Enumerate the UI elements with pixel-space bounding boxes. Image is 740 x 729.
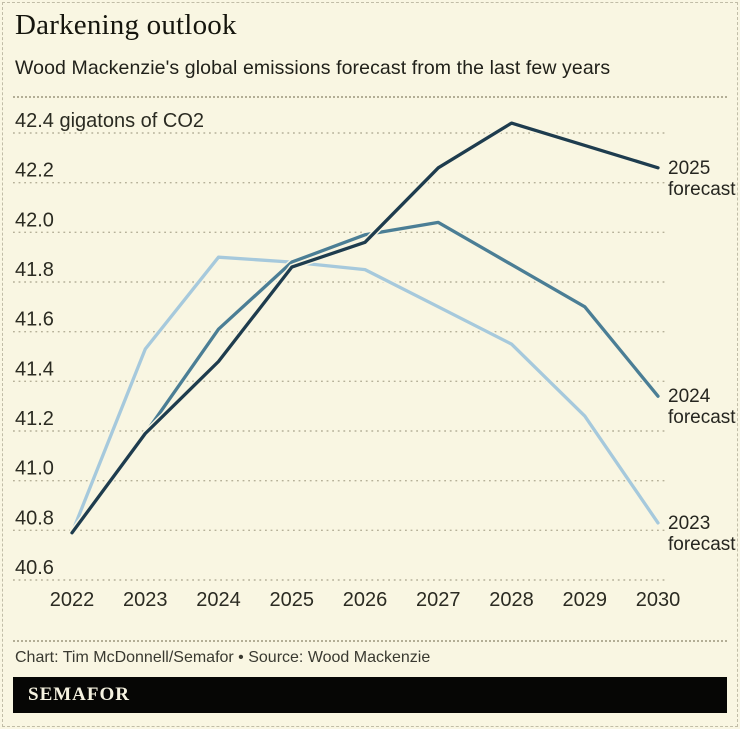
y-tick-label: 41.6 — [15, 309, 54, 331]
x-tick-label: 2029 — [563, 589, 608, 611]
page-title: Darkening outlook — [15, 9, 237, 41]
y-tick-label: 40.6 — [15, 557, 54, 579]
series-label-line: 2025 — [668, 157, 711, 179]
y-tick-label: 41.0 — [15, 458, 54, 480]
series-label-line: forecast — [668, 178, 736, 200]
x-tick-label: 2028 — [489, 589, 534, 611]
series-line-2023-forecast — [70, 255, 660, 535]
y-tick-label: 41.4 — [15, 358, 54, 380]
series-line-2024-forecast — [70, 220, 660, 535]
separator-bottom — [13, 640, 727, 642]
series-line-2025-forecast — [70, 121, 660, 535]
separator-top — [13, 96, 727, 98]
brand-logo: SEMAFOR — [28, 684, 130, 705]
x-tick-label: 2026 — [343, 589, 388, 611]
x-tick-label: 2022 — [50, 589, 95, 611]
brand-bar: SEMAFOR — [13, 677, 727, 713]
series-label-line: 2024 — [668, 386, 711, 408]
series-label-2023-forecast: 2023 forecast — [668, 513, 736, 555]
series-label-line: forecast — [668, 407, 736, 429]
y-tick-label: 41.2 — [15, 408, 54, 430]
y-tick-label: 41.8 — [15, 259, 54, 281]
series-label-line: forecast — [668, 533, 736, 555]
credit-line: Chart: Tim McDonnell/Semafor • Source: W… — [15, 649, 431, 666]
y-tick-label: 42.2 — [15, 160, 54, 182]
y-tick-label: 42.0 — [15, 209, 54, 231]
x-tick-label: 2030 — [636, 589, 681, 611]
y-tick-label: 40.8 — [15, 507, 54, 529]
series-label-2025-forecast: 2025 forecast — [668, 158, 736, 200]
page-subtitle: Wood Mackenzie's global emissions foreca… — [15, 57, 611, 79]
x-tick-label: 2023 — [123, 589, 168, 611]
x-tick-label: 2024 — [196, 589, 241, 611]
x-tick-label: 2025 — [270, 589, 315, 611]
y-tick-label: 42.4 gigatons of CO2 — [15, 110, 204, 132]
series-label-line: 2023 — [668, 512, 711, 534]
x-tick-label: 2027 — [416, 589, 461, 611]
series-label-2024-forecast: 2024 forecast — [668, 386, 736, 428]
